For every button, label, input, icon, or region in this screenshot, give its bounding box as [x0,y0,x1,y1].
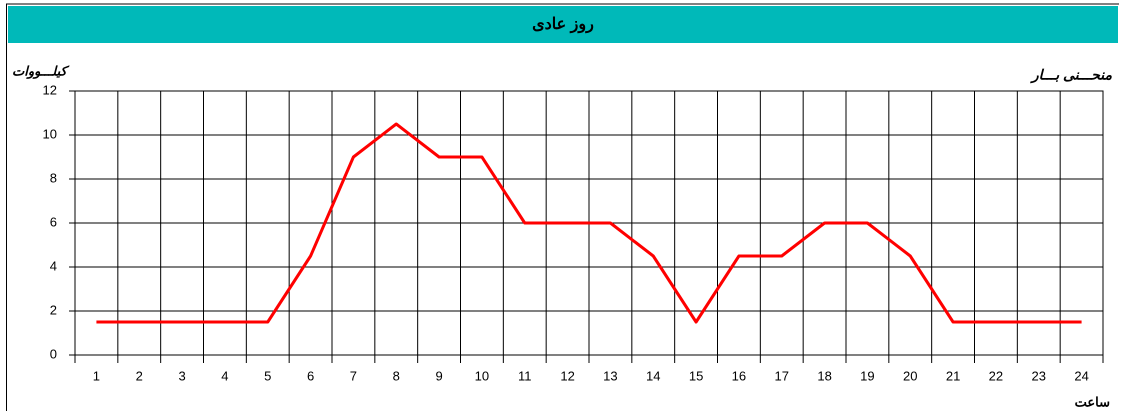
series-line [96,122,1082,324]
y-tick-label: 10 [43,126,57,141]
y-tick-label: 2 [50,302,57,317]
x-axis-label: ساعت [1075,394,1110,409]
x-tick-label: 17 [775,368,789,383]
y-tick-label: 0 [50,346,57,361]
x-tick-label: 15 [689,368,703,383]
x-tick-label: 9 [435,368,442,383]
x-tick-label: 20 [903,368,917,383]
plot-border [74,90,1104,356]
x-tick-label: 24 [1074,368,1088,383]
x-tick-label: 19 [860,368,874,383]
x-tick-label: 23 [1032,368,1046,383]
x-tick-label: 11 [518,368,532,383]
x-tick-label: 2 [136,368,143,383]
x-tick-label: 22 [989,368,1003,383]
chart-subtitle: منحـــنی بـــار [1030,67,1113,84]
x-tick-label: 21 [946,368,960,383]
x-tick-label: 12 [560,368,574,383]
x-tick-label: 1 [93,368,100,383]
x-tick-label: 8 [393,368,400,383]
x-tick-label: 7 [350,368,357,383]
x-tick-label: 13 [603,368,617,383]
x-tick-label: 10 [475,368,489,383]
x-tick-label: 6 [307,368,314,383]
x-tick-label: 18 [817,368,831,383]
y-axis-label: کیلـــووات [12,63,70,79]
x-tick-label: 16 [732,368,746,383]
y-tick-label: 4 [50,258,57,273]
x-tick-label: 4 [221,368,228,383]
header-bar [8,6,1118,43]
x-tick-label: 5 [264,368,271,383]
y-tick-label: 6 [50,214,57,229]
chart-title: روز عادی [532,16,594,34]
y-tick-label: 8 [50,170,57,185]
y-tick-label: 12 [43,82,57,97]
x-tick-label: 14 [646,368,660,383]
x-tick-label: 3 [178,368,185,383]
